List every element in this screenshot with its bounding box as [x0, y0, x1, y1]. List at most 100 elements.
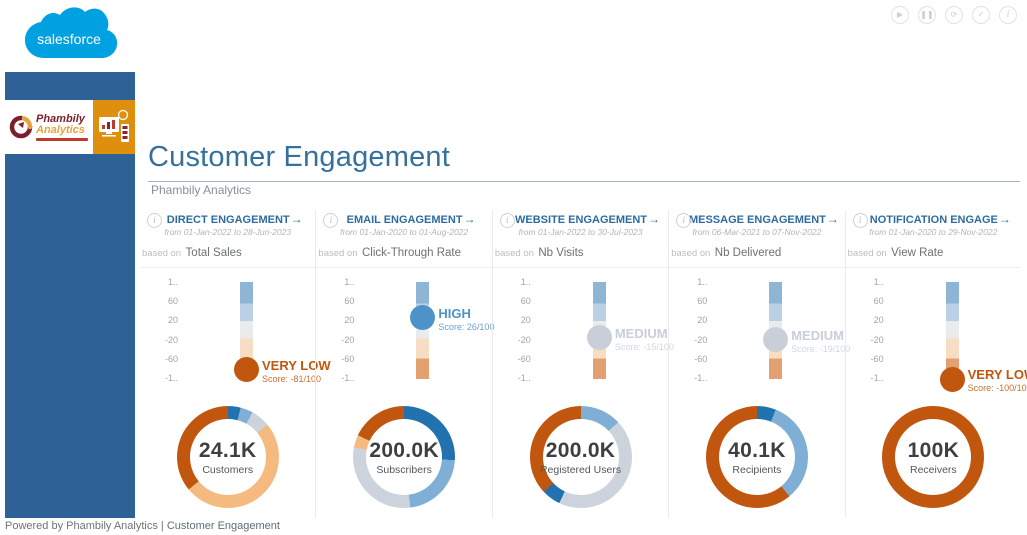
gauge-level-text: VERY LOW — [262, 357, 331, 373]
gauge-score-label: VERY LOW Score: -81/100 — [262, 359, 352, 386]
metric-title-link[interactable]: EMAIL ENGAGEMENT→ — [346, 212, 476, 226]
gauge-axis-tick: -20 — [164, 334, 178, 345]
donut-chart[interactable]: 40.1K Recipients — [705, 406, 808, 508]
phambily-swirl-icon — [9, 115, 33, 139]
gauge-score-label: VERY LOW Score: -100/100 — [968, 368, 1027, 395]
donut-unit-label: Customers — [202, 463, 254, 476]
metric-based-on: based on Nb Delivered — [671, 247, 782, 259]
gauge-axis-tick: 20 — [344, 315, 355, 326]
gauge-axis-tick: 20 — [873, 315, 884, 326]
gauge-axis-tick: 60 — [344, 296, 355, 307]
info-icon[interactable]: i — [676, 213, 692, 228]
metric-date-range: from 06-Mar-2021 to 07-Nov-2022 — [692, 227, 822, 237]
arrow-right-icon: → — [826, 212, 839, 226]
gauge-axis: 1.. 60 20 -20 -60 -1.. — [146, 278, 178, 383]
metric-date-range: from 01-Jan-2022 to 28-Jun-2023 — [164, 227, 292, 237]
phambily-logo-card: Phambily Analytics — [5, 100, 135, 154]
donut-center: 100K Receivers — [895, 419, 972, 495]
metrics-panel: i DIRECT ENGAGEMENT→ from 01-Jan-2022 to… — [140, 210, 1027, 518]
gauge-score-marker — [410, 305, 436, 331]
metric-based-on: based on View Rate — [847, 247, 944, 259]
info-icon[interactable]: i — [323, 213, 339, 228]
metric-column-notification-engagement: i NOTIFICATION ENGAGE→ from 01-Jan-2020 … — [844, 210, 1027, 518]
donut-total: 40.1K — [728, 438, 786, 462]
gauge-axis-tick: -20 — [341, 334, 355, 345]
donut-total: 200.0K — [545, 438, 616, 462]
salesforce-logo-text: salesforce — [37, 31, 101, 47]
gauge-axis: 1.. 60 20 -20 -60 -1.. — [322, 278, 354, 383]
page-title: Customer Engagement — [148, 141, 1020, 182]
gauge-level-text: MEDIUM — [614, 325, 668, 341]
gauge-axis-tick: 20 — [697, 315, 708, 326]
metric-column-message-engagement: i MESSAGE ENGAGEMENT→ from 06-Mar-2021 t… — [668, 210, 850, 518]
sync-icon[interactable]: ⟳ — [945, 6, 963, 24]
metric-based-on: based on Nb Visits — [494, 247, 584, 259]
gauge-axis-tick: -1.. — [694, 372, 708, 383]
sidebar: Phambily Analytics — [5, 72, 135, 518]
phambily-logo: Phambily Analytics — [5, 100, 93, 154]
gauge-chart[interactable]: 1.. 60 20 -20 -60 -1.. MEDIUM Score: -15/100 — [493, 268, 674, 396]
gauge-axis-tick: -1.. — [164, 372, 178, 383]
gauge-chart[interactable]: 1.. 60 20 -20 -60 -1.. HIGH Score: 26/100 — [316, 268, 494, 396]
pause-icon[interactable]: ❚❚ — [918, 6, 936, 24]
donut-center: 200.0K Registered Users — [540, 419, 621, 495]
gauge-axis: 1.. 60 20 -20 -60 -1.. — [852, 278, 884, 383]
gauge-axis-tick: -20 — [517, 334, 531, 345]
donut-total: 100K — [907, 438, 960, 462]
gauge-axis-tick: -1.. — [870, 372, 884, 383]
info-circle-icon[interactable]: i — [999, 6, 1017, 24]
gauge-axis-tick: -1.. — [341, 372, 355, 383]
metric-column-email-engagement: i EMAIL ENGAGEMENT→ from 01-Jan-2020 to … — [315, 210, 494, 518]
metric-column-direct-engagement: i DIRECT ENGAGEMENT→ from 01-Jan-2022 to… — [140, 210, 331, 518]
donut-total: 200.0K — [369, 438, 439, 462]
gauge-axis: 1.. 60 20 -20 -60 -1.. — [499, 278, 531, 383]
gauge-score-marker — [234, 357, 259, 383]
metric-title-link[interactable]: WEBSITE ENGAGEMENT→ — [515, 212, 661, 226]
gauge-axis-tick: -20 — [694, 334, 708, 345]
gauge-axis-tick: -60 — [164, 353, 178, 364]
metric-date-range: from 01-Jan-2020 to 01-Aug-2022 — [340, 227, 469, 237]
gauge-chart[interactable]: 1.. 60 20 -20 -60 -1.. MEDIUM Score: -19/100 — [669, 268, 850, 396]
metric-title-link[interactable]: DIRECT ENGAGEMENT→ — [166, 212, 303, 226]
gauge-axis-tick: -60 — [341, 353, 355, 364]
page-subtitle: Phambily Analytics — [151, 183, 252, 197]
play-icon[interactable]: ▶ — [891, 6, 909, 24]
footer: Powered by Phambily Analytics | Customer… — [0, 518, 1027, 535]
gauge-axis-tick: 1.. — [520, 277, 531, 287]
metric-title-link[interactable]: MESSAGE ENGAGEMENT→ — [688, 212, 839, 226]
donut-unit-label: Receivers — [909, 463, 957, 476]
gauge-axis: 1.. 60 20 -20 -60 -1.. — [675, 278, 707, 383]
arrow-right-icon: → — [648, 212, 661, 226]
metric-column-website-engagement: i WEBSITE ENGAGEMENT→ from 01-Jan-2022 t… — [491, 210, 674, 518]
gauge-axis-tick: -60 — [694, 353, 708, 364]
metric-header: i EMAIL ENGAGEMENT→ from 01-Jan-2020 to … — [316, 210, 492, 268]
gauge-chart[interactable]: 1.. 60 20 -20 -60 -1.. VERY LOW Score: -100/1… — [846, 268, 1027, 396]
gauge-score-text: Score: -15/100 — [614, 341, 674, 352]
check-icon[interactable]: ✓ — [972, 6, 990, 24]
gauge-score-text: Score: -81/100 — [262, 373, 322, 384]
info-icon[interactable]: i — [147, 213, 162, 228]
gauge-level-text: HIGH — [438, 305, 471, 321]
info-icon[interactable]: i — [499, 213, 515, 228]
gauge-score-text: Score: -19/100 — [791, 343, 851, 354]
arrow-right-icon: → — [463, 212, 476, 226]
arrow-right-icon: → — [290, 212, 303, 226]
brand-name-top: Phambily — [36, 112, 85, 125]
donut-chart[interactable]: 100K Receivers — [882, 406, 985, 508]
powered-by-text: Powered by Phambily Analytics — [5, 520, 158, 532]
info-icon[interactable]: i — [852, 213, 868, 228]
donut-chart[interactable]: 24.1K Customers — [176, 406, 279, 508]
donut-unit-label: Recipients — [732, 463, 782, 476]
gauge-chart[interactable]: 1.. 60 20 -20 -60 -1.. VERY LOW Score: -81/10… — [140, 268, 331, 396]
gauge-score-marker — [939, 366, 965, 392]
donut-chart[interactable]: 200.0K Registered Users — [529, 406, 632, 508]
analytics-illustration — [93, 100, 135, 154]
metric-date-range: from 01-Jan-2022 to 30-Jul-2023 — [518, 227, 643, 237]
gauge-score-label: MEDIUM Score: -19/100 — [791, 329, 881, 356]
metric-title-link[interactable]: NOTIFICATION ENGAGE→ — [869, 212, 1011, 226]
donut-chart[interactable]: 200.0K Subscribers — [353, 406, 456, 508]
gauge-axis-tick: -1.. — [517, 372, 531, 383]
metric-header: i DIRECT ENGAGEMENT→ from 01-Jan-2022 to… — [140, 210, 316, 268]
gauge-axis-tick: 1.. — [344, 277, 355, 287]
gauge-score-marker — [763, 327, 789, 353]
